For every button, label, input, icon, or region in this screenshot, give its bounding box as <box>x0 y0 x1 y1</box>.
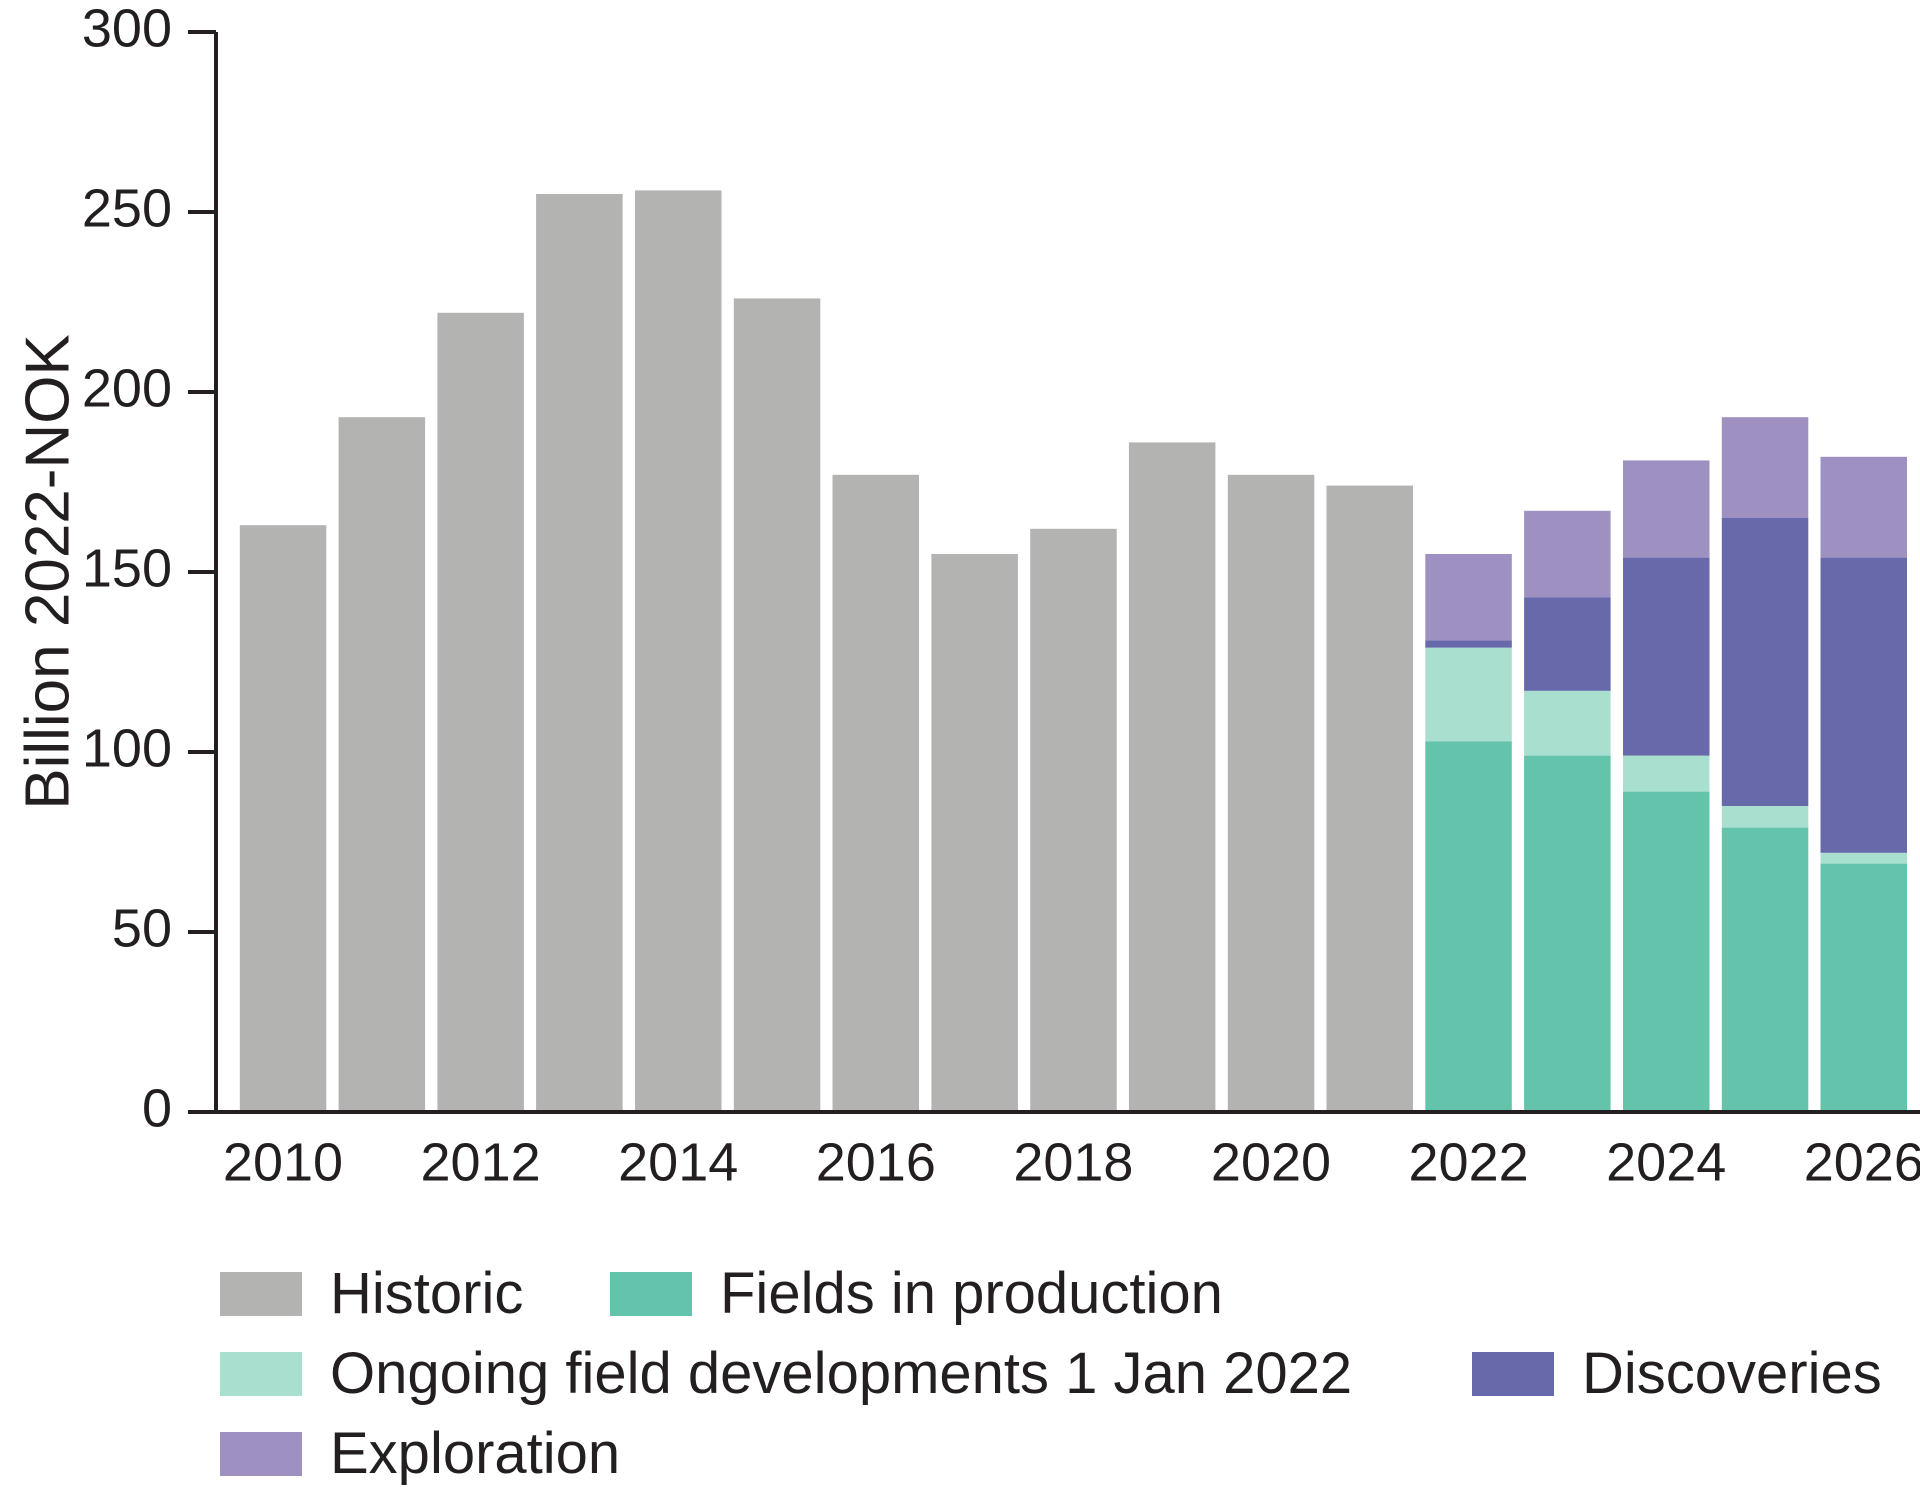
bar-exploration-2025 <box>1721 417 1809 518</box>
legend-swatch-exploration <box>220 1431 302 1476</box>
x-tick-label-2018: 2018 <box>1013 1132 1133 1192</box>
bar-ongoing-field-developments-1-jan-2022-2022 <box>1425 647 1512 742</box>
bar-historic-2010 <box>239 525 327 1112</box>
x-ticks-group: 2010 2012 2014 2016 2018 2020 2022 2024 2026 <box>223 1132 1920 1192</box>
x-tick-label-2012: 2012 <box>421 1132 541 1192</box>
x-tick-label-2010: 2010 <box>223 1132 343 1192</box>
x-tick-label-2026: 2026 <box>1804 1132 1920 1192</box>
bar-historic-2018 <box>1030 528 1117 1112</box>
x-tick-label-2016: 2016 <box>816 1132 936 1192</box>
bar-ongoing-field-developments-1-jan-2022-2026 <box>1820 852 1907 864</box>
bar-fields-in-production-2026 <box>1820 863 1907 1112</box>
y-tick-label-200: 200 <box>82 358 172 418</box>
bar-historic-2015 <box>733 298 821 1112</box>
bar-historic-2021 <box>1326 485 1413 1113</box>
x-tick-label-2014: 2014 <box>618 1132 738 1192</box>
bar-ongoing-field-developments-1-jan-2022-2025 <box>1721 806 1809 828</box>
bar-exploration-2023 <box>1524 510 1611 598</box>
bar-discoveries-2022 <box>1425 640 1512 648</box>
bar-historic-2019 <box>1128 442 1216 1112</box>
bar-discoveries-2026 <box>1820 557 1907 853</box>
bar-historic-2014 <box>635 190 722 1112</box>
bar-fields-in-production-2023 <box>1524 755 1611 1112</box>
legend-swatch-discoveries <box>1472 1351 1554 1396</box>
legend-label-ongoing-field-developments: Ongoing field developments 1 Jan 2022 <box>330 1341 1353 1406</box>
bar-exploration-2024 <box>1623 460 1710 558</box>
bar-ongoing-field-developments-1-jan-2022-2024 <box>1623 755 1710 792</box>
legend-label-historic: Historic <box>330 1261 524 1326</box>
bar-discoveries-2024 <box>1623 557 1710 756</box>
bar-historic-2011 <box>338 417 426 1112</box>
bar-historic-2017 <box>931 554 1018 1112</box>
legend-item-discoveries: Discoveries <box>1472 1340 1882 1407</box>
bar-discoveries-2023 <box>1524 597 1611 691</box>
bar-fields-in-production-2022 <box>1425 741 1512 1112</box>
bar-fields-in-production-2025 <box>1721 827 1809 1112</box>
bar-historic-2013 <box>536 194 623 1112</box>
bar-exploration-2022 <box>1425 554 1512 641</box>
y-tick-label-300: 300 <box>82 0 172 58</box>
y-tick-label-150: 150 <box>82 538 172 598</box>
y-ticks-group: 0 50 100 150 200 250 300 <box>82 0 216 1138</box>
legend-item-historic: Historic <box>220 1260 523 1327</box>
bar-ongoing-field-developments-1-jan-2022-2023 <box>1524 690 1611 756</box>
legend: Historic Fields in production Ongoing fi… <box>220 1240 1900 1486</box>
legend-label-exploration: Exploration <box>330 1421 621 1486</box>
legend-swatch-historic <box>220 1271 302 1316</box>
y-tick-label-50: 50 <box>112 898 172 958</box>
bar-exploration-2026 <box>1820 456 1907 558</box>
x-tick-label-2022: 2022 <box>1409 1132 1529 1192</box>
bar-fields-in-production-2024 <box>1623 791 1710 1112</box>
legend-item-fields-in-production: Fields in production <box>610 1260 1223 1327</box>
legend-label-discoveries: Discoveries <box>1582 1341 1882 1406</box>
x-tick-label-2020: 2020 <box>1211 1132 1331 1192</box>
y-tick-label-250: 250 <box>82 178 172 238</box>
y-axis-title: Billion 2022-NOK <box>13 334 82 810</box>
bars-group <box>239 190 1907 1113</box>
bar-historic-2012 <box>437 312 524 1112</box>
legend-label-fields-in-production: Fields in production <box>720 1261 1223 1326</box>
x-tick-label-2024: 2024 <box>1606 1132 1726 1192</box>
bar-historic-2016 <box>832 474 919 1112</box>
legend-swatch-fields-in-production <box>610 1271 692 1316</box>
y-tick-label-100: 100 <box>82 718 172 778</box>
bar-discoveries-2025 <box>1721 518 1809 806</box>
y-tick-label-0: 0 <box>142 1078 172 1138</box>
legend-item-exploration: Exploration <box>220 1420 620 1487</box>
bar-historic-2020 <box>1227 474 1315 1112</box>
legend-swatch-ongoing-field-developments <box>220 1351 302 1396</box>
legend-item-ongoing-field-developments: Ongoing field developments 1 Jan 2022 <box>220 1340 1352 1407</box>
